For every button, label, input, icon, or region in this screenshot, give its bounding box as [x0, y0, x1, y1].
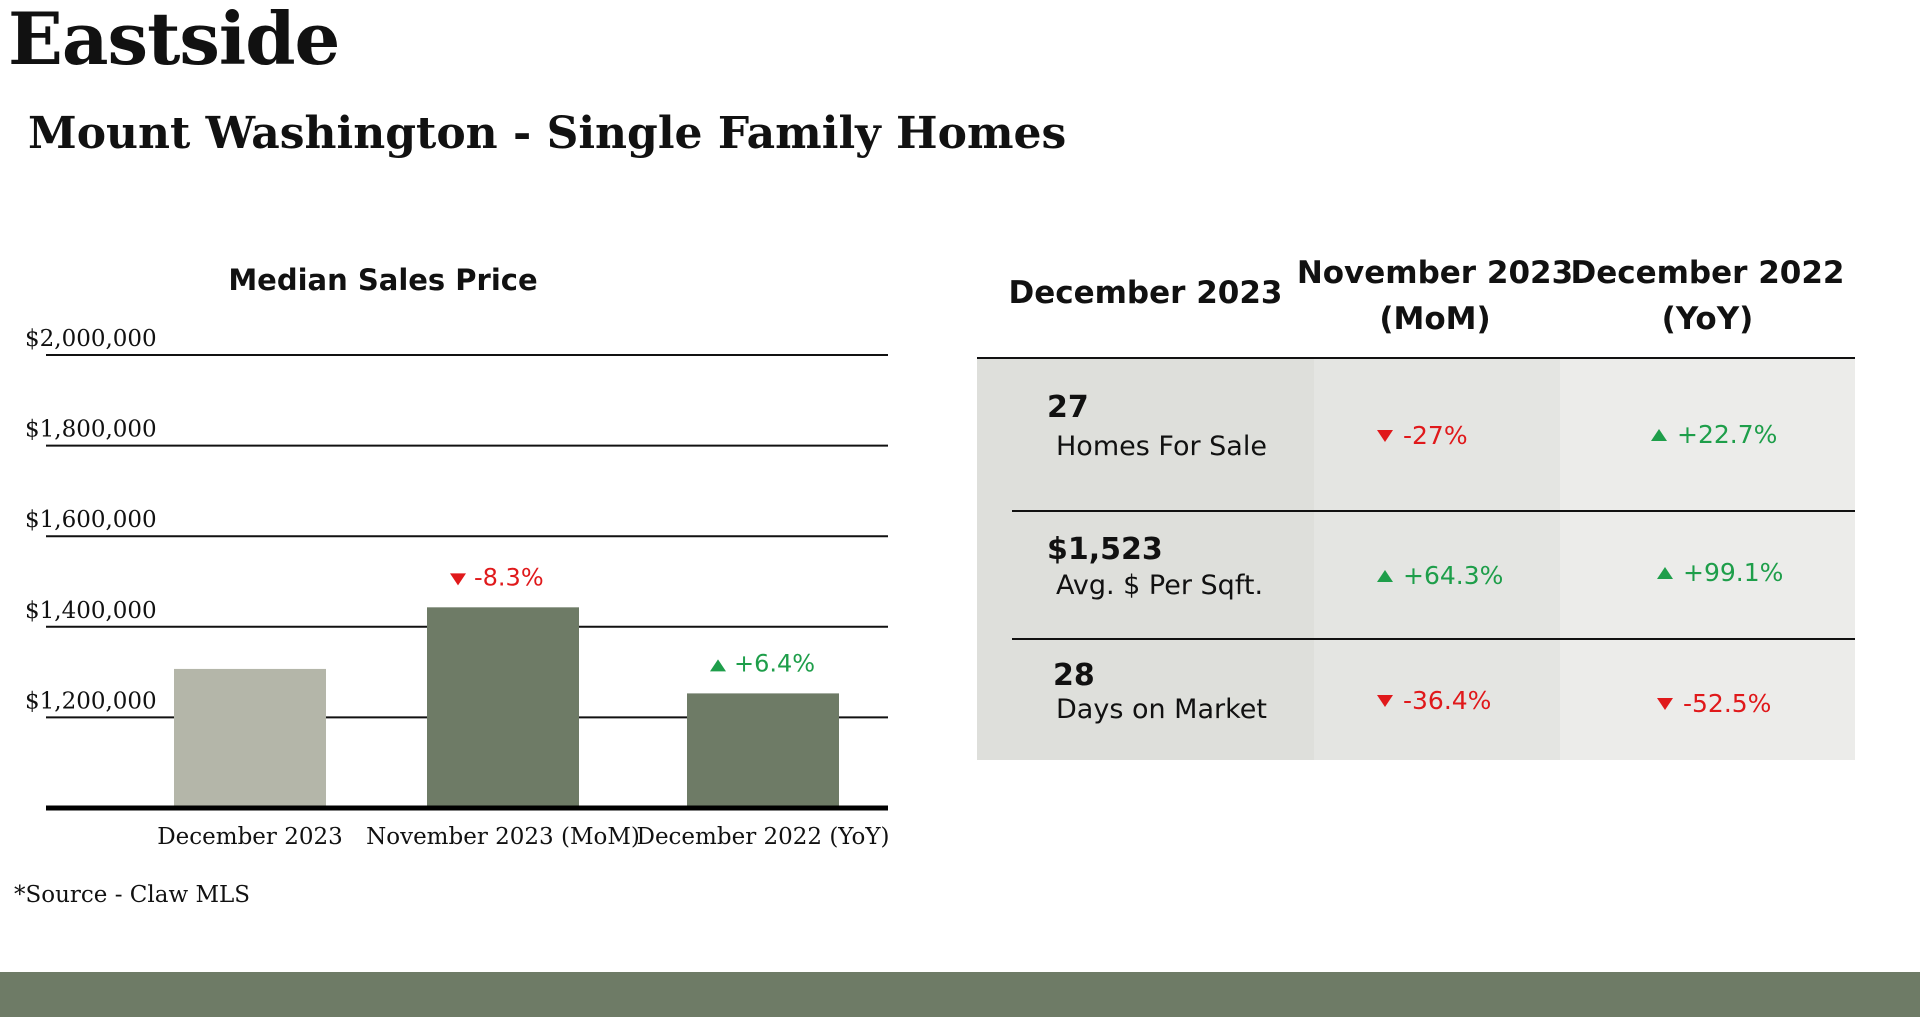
mom-column-bg	[1314, 359, 1560, 760]
days-on-market-label: Days on Market	[1056, 694, 1267, 725]
change-value: +22.7%	[1677, 420, 1778, 449]
triangle-up-icon	[710, 659, 726, 672]
homes-for-sale-label: Homes For Sale	[1056, 431, 1267, 462]
y-tick-label: $1,800,000	[25, 417, 157, 443]
change-value: +99.1%	[1683, 558, 1784, 587]
avg-price-per-sqft-mom-change: +64.3%	[1377, 561, 1503, 590]
bar	[687, 693, 839, 808]
bar	[427, 607, 579, 808]
avg-price-per-sqft-label: Avg. $ Per Sqft.	[1056, 570, 1264, 601]
triangle-up-icon	[1377, 569, 1393, 582]
triangle-up-icon	[1657, 566, 1673, 579]
change-value: -36.4%	[1403, 686, 1492, 715]
homes-for-sale-yoy-change: +22.7%	[1651, 420, 1777, 449]
bar	[174, 668, 326, 808]
label-column-bg	[977, 359, 1314, 760]
change-value: +64.3%	[1403, 561, 1504, 590]
days-on-market-yoy-change: -52.5%	[1657, 689, 1771, 718]
triangle-up-icon	[1651, 428, 1667, 441]
x-category-label: November 2023 (MoM)	[366, 824, 640, 850]
triangle-down-icon	[1657, 697, 1673, 710]
change-value: -52.5%	[1683, 689, 1772, 718]
header-current: December 2023	[1008, 275, 1283, 311]
days-on-market-value: 28	[1053, 658, 1095, 693]
header-rule	[977, 357, 1855, 359]
region-title: Eastside	[8, 0, 340, 81]
bar-change-label: +6.4%	[734, 649, 815, 677]
avg-price-per-sqft-yoy-change: +99.1%	[1657, 558, 1783, 587]
header-yoy: December 2022 (YoY)	[1570, 255, 1845, 337]
yoy-column-bg	[1560, 359, 1855, 760]
change-value: -27%	[1403, 421, 1468, 450]
chart-title: Median Sales Price	[228, 263, 537, 297]
triangle-down-icon	[1377, 694, 1393, 707]
page-title: Mount Washington - Single Family Homes	[28, 108, 1067, 159]
y-tick-label: $1,200,000	[25, 688, 157, 714]
homes-for-sale-value: 27	[1047, 390, 1089, 425]
x-category-label: December 2023	[157, 824, 343, 850]
row-separator	[1012, 638, 1855, 640]
bar-change-label: -8.3%	[474, 563, 544, 591]
row-separator	[1012, 510, 1855, 512]
y-tick-label: $2,000,000	[25, 326, 157, 352]
avg-price-per-sqft-value: $1,523	[1047, 532, 1163, 567]
source-note: *Source - Claw MLS	[14, 882, 251, 908]
footer-band	[0, 972, 1920, 1017]
header-mom: November 2023 (MoM)	[1296, 255, 1574, 337]
triangle-down-icon	[450, 573, 466, 586]
triangle-down-icon	[1377, 429, 1393, 442]
y-tick-label: $1,600,000	[25, 507, 157, 533]
x-category-label: December 2022 (YoY)	[637, 824, 890, 850]
days-on-market-mom-change: -36.4%	[1377, 686, 1491, 715]
median-sales-price-chart: Median Sales Price $1,200,000 $1,400,000 $1…	[25, 263, 890, 850]
y-tick-label: $1,400,000	[25, 598, 157, 624]
homes-for-sale-mom-change: -27%	[1377, 421, 1468, 450]
